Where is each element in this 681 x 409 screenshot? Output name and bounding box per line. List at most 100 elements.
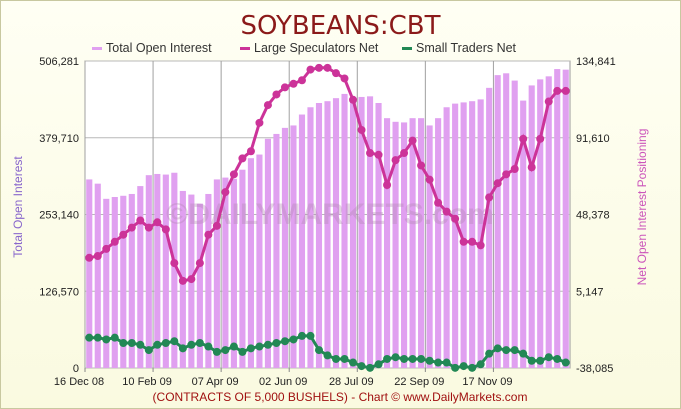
large-speculators-net-point bbox=[502, 170, 511, 179]
small-traders-net-point bbox=[510, 346, 519, 355]
footer-note: (CONTRACTS OF 5,000 BUSHELS) - Chart © w… bbox=[153, 390, 528, 404]
small-traders-net-point bbox=[383, 354, 392, 363]
legend-swatch bbox=[402, 47, 412, 50]
large-speculators-net-point bbox=[306, 65, 315, 74]
small-traders-net-point bbox=[246, 344, 255, 353]
open-interest-bar bbox=[162, 174, 169, 368]
open-interest-bar bbox=[298, 114, 306, 368]
open-interest-bar bbox=[120, 195, 127, 368]
large-speculators-net-point bbox=[510, 165, 519, 174]
small-traders-net-point bbox=[468, 363, 477, 372]
large-speculators-net-point bbox=[178, 276, 187, 285]
large-speculators-net-point bbox=[204, 230, 213, 239]
open-interest-bar bbox=[392, 121, 399, 368]
large-speculators-net-point bbox=[561, 86, 570, 95]
large-speculators-net-point bbox=[263, 101, 272, 110]
large-speculators-net-point bbox=[434, 198, 443, 207]
small-traders-net-point bbox=[289, 335, 298, 344]
small-traders-net-point bbox=[519, 349, 528, 358]
small-traders-net-point bbox=[110, 333, 119, 342]
small-traders-net-point bbox=[280, 337, 289, 346]
large-speculators-net-point bbox=[246, 147, 255, 156]
right-axis-tick-label: 48,378 bbox=[576, 210, 610, 222]
small-traders-net-point bbox=[314, 346, 323, 355]
open-interest-bar bbox=[426, 125, 433, 368]
x-axis-tick-label: 07 Apr 09 bbox=[192, 376, 239, 388]
small-traders-net-point bbox=[187, 340, 196, 349]
large-speculators-net-point bbox=[153, 218, 162, 227]
small-traders-net-point bbox=[229, 342, 238, 351]
small-traders-net-point bbox=[340, 354, 349, 363]
large-speculators-net-point bbox=[553, 86, 562, 95]
open-interest-bar bbox=[307, 107, 314, 369]
small-traders-net-point bbox=[451, 363, 460, 372]
open-interest-bar bbox=[137, 186, 144, 368]
legend-swatch bbox=[240, 47, 250, 50]
large-speculators-net-point bbox=[314, 63, 323, 72]
large-speculators-net-point bbox=[238, 154, 247, 163]
small-traders-net-point bbox=[536, 356, 545, 365]
large-speculators-net-point bbox=[349, 95, 358, 104]
small-traders-net-point bbox=[476, 360, 485, 369]
chart-title: SOYBEANS:CBT bbox=[240, 11, 440, 41]
open-interest-bar bbox=[511, 80, 518, 368]
right-axis-tick-label: 91,610 bbox=[576, 133, 610, 145]
small-traders-net-point bbox=[553, 354, 562, 363]
open-interest-bar bbox=[494, 75, 501, 369]
open-interest-bar bbox=[256, 154, 263, 368]
legend-label: Small Traders Net bbox=[416, 41, 517, 55]
large-speculators-net-point bbox=[459, 237, 468, 246]
large-speculators-net-point bbox=[144, 223, 153, 232]
small-traders-net-point bbox=[323, 351, 332, 360]
x-axis-tick-label: 22 Sep 09 bbox=[394, 376, 444, 388]
left-axis-tick-label: 0 bbox=[73, 363, 79, 375]
large-speculators-net-point bbox=[272, 90, 281, 99]
open-interest-bar bbox=[239, 169, 246, 368]
small-traders-net-point bbox=[85, 333, 94, 342]
right-axis-title: Net Open Interest Positioning bbox=[635, 129, 649, 286]
large-speculators-net-point bbox=[195, 259, 204, 268]
large-speculators-net-point bbox=[255, 118, 264, 127]
small-traders-net-point bbox=[408, 354, 417, 363]
open-interest-bar bbox=[366, 96, 374, 369]
large-speculators-net-point bbox=[127, 223, 136, 232]
small-traders-net-point bbox=[170, 337, 179, 346]
large-speculators-net-point bbox=[357, 125, 366, 134]
small-traders-net-point bbox=[263, 340, 272, 349]
large-speculators-net-point bbox=[332, 69, 341, 78]
left-axis-tick-label: 253,140 bbox=[39, 210, 79, 222]
open-interest-bar bbox=[452, 103, 459, 368]
large-speculators-net-point bbox=[136, 216, 145, 225]
large-speculators-net-point bbox=[93, 252, 102, 261]
open-interest-bar bbox=[554, 69, 561, 368]
open-interest-bar bbox=[503, 73, 510, 369]
open-interest-bar bbox=[145, 175, 152, 368]
small-traders-net-point bbox=[349, 358, 358, 367]
open-interest-bar bbox=[205, 193, 212, 368]
large-speculators-net-point bbox=[229, 170, 238, 179]
x-axis-tick-label: 10 Feb 09 bbox=[122, 376, 172, 388]
open-interest-bar bbox=[443, 107, 450, 369]
large-speculators-net-point bbox=[417, 161, 426, 170]
open-interest-bar bbox=[128, 193, 135, 368]
small-traders-net-point bbox=[442, 358, 451, 367]
small-traders-net-point bbox=[561, 358, 570, 367]
large-speculators-net-point bbox=[400, 149, 409, 158]
right-axis-tick-label: 5,147 bbox=[576, 286, 604, 298]
large-speculators-net-point bbox=[187, 275, 196, 284]
small-traders-net-point bbox=[93, 333, 102, 342]
small-traders-net-point bbox=[502, 346, 511, 355]
open-interest-bar bbox=[264, 138, 272, 368]
x-axis-tick-label: 28 Jul 09 bbox=[329, 376, 374, 388]
plot-area: ©DAILYMARKETS.com bbox=[84, 60, 571, 372]
large-speculators-net-point bbox=[391, 156, 400, 165]
small-traders-net-point bbox=[153, 340, 162, 349]
left-axis-title: Total Open Interest bbox=[11, 156, 25, 258]
open-interest-bar bbox=[545, 76, 552, 368]
left-axis-tick-label: 126,570 bbox=[39, 286, 79, 298]
small-traders-net-point bbox=[425, 356, 434, 365]
large-speculators-net-point bbox=[536, 134, 545, 143]
left-axis-tick-label: 506,281 bbox=[39, 56, 79, 68]
small-traders-net-point bbox=[374, 360, 383, 369]
